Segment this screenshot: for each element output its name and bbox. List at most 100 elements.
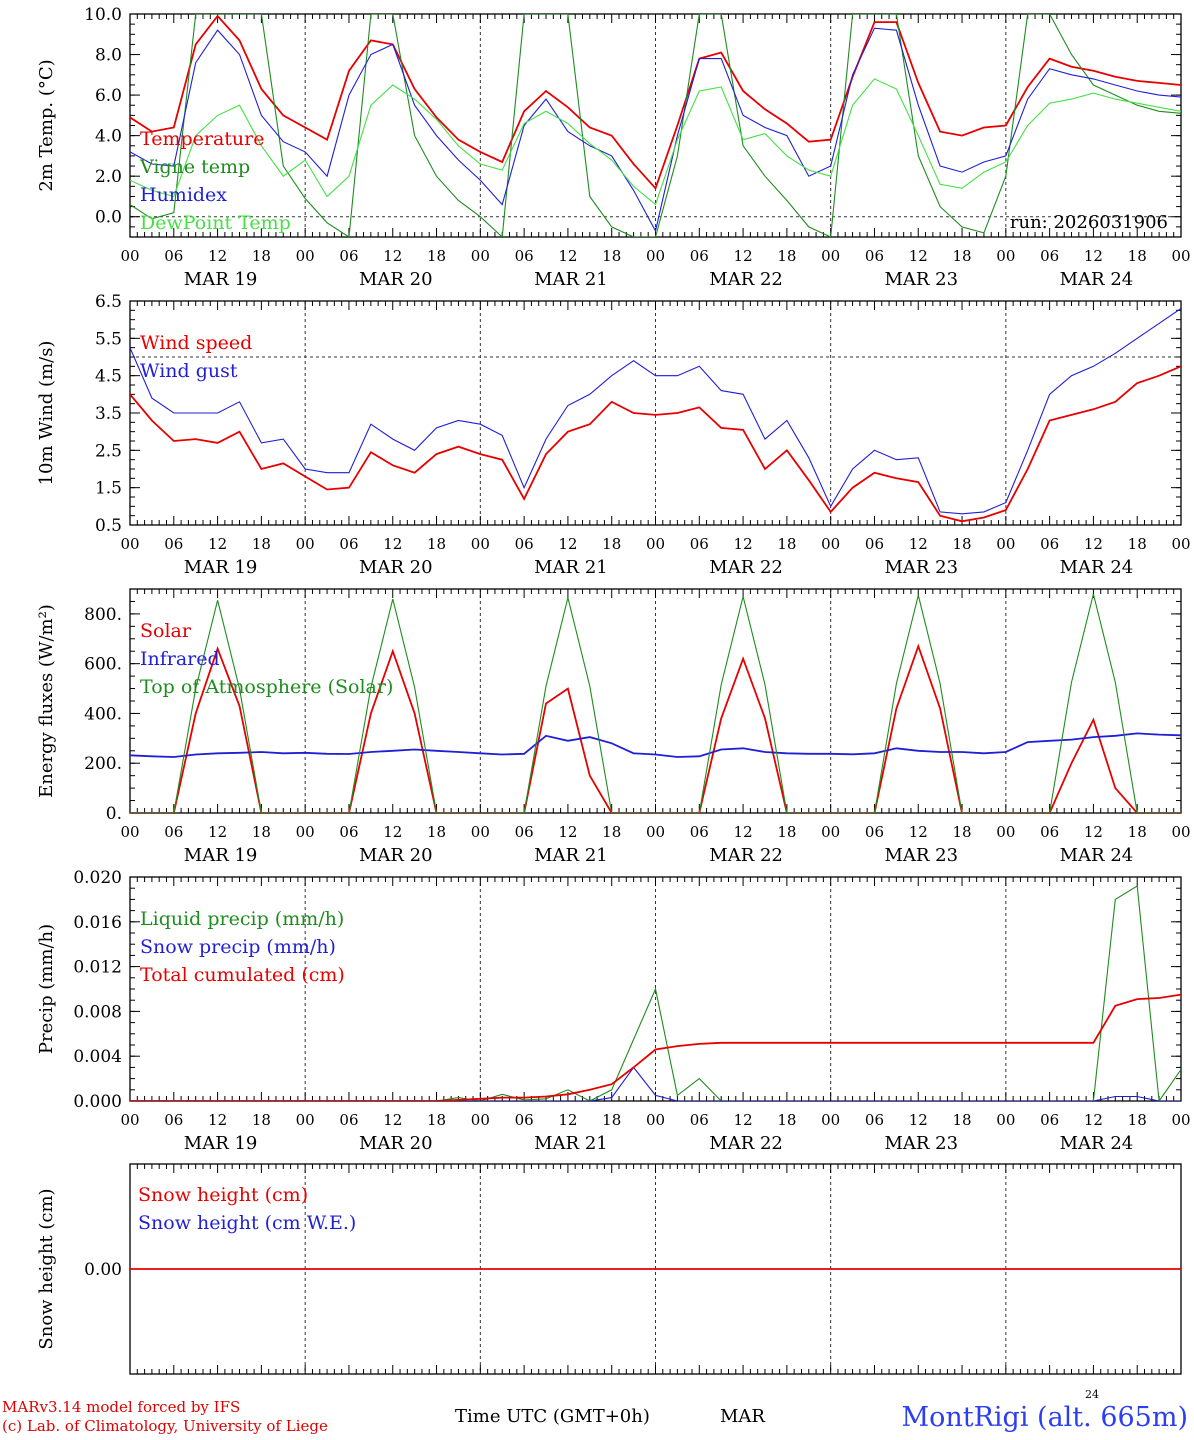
series-line <box>130 365 1181 523</box>
y-tick-label: 3.5 <box>95 404 122 424</box>
x-tick-label: 18 <box>952 247 971 265</box>
legend-entry: Solar <box>140 620 192 642</box>
x-tick-label: 00 <box>120 247 139 265</box>
x-tick-label: 12 <box>1084 1111 1103 1129</box>
day-label: MAR 20 <box>359 1133 433 1154</box>
x-tick-label: 06 <box>690 1111 709 1129</box>
x-tick-label: 18 <box>427 535 446 553</box>
panel-1: 10.0 8.0 6.0 4.0 2.0 0.0 2m Temp. (°C) 00 06 12 18… <box>36 5 1191 290</box>
series-line <box>130 78 1181 206</box>
x-tick-label: 18 <box>252 535 271 553</box>
day-label: MAR 19 <box>184 1133 258 1154</box>
x-tick-label: 00 <box>996 823 1015 841</box>
x-tick-label: 00 <box>296 247 315 265</box>
x-tick-label: 00 <box>471 247 490 265</box>
y-tick-label: 200. <box>84 754 122 774</box>
x-tick-label: 00 <box>471 823 490 841</box>
y-tick-label: 0.008 <box>73 1002 122 1022</box>
x-tick-label: 00 <box>1171 535 1190 553</box>
x-tick-label: 18 <box>952 1111 971 1129</box>
x-tick-label: 12 <box>1084 247 1103 265</box>
day-label: MAR 22 <box>709 269 783 290</box>
y-tick-label: 0. <box>106 804 122 824</box>
x-tick-label: 06 <box>164 1111 183 1129</box>
x-tick-label: 12 <box>909 1111 928 1129</box>
panel-4: 0.020 0.016 0.012 0.008 0.004 0.000 Precip (mm… <box>36 868 1191 1154</box>
series-line <box>130 27 1181 233</box>
x-tick-label: 18 <box>252 247 271 265</box>
x-tick-label: 06 <box>339 1111 358 1129</box>
x-tick-label: 00 <box>296 823 315 841</box>
x-tick-label: 12 <box>208 535 227 553</box>
x-tick-label: 18 <box>602 823 621 841</box>
series-group <box>130 14 1181 237</box>
x-tick-label: 12 <box>909 535 928 553</box>
legend-entry: Snow height (cm) <box>138 1184 308 1206</box>
x-tick-label: 00 <box>120 1111 139 1129</box>
x-tick-label: 06 <box>515 1111 534 1129</box>
x-tick-label: 12 <box>558 1111 577 1129</box>
x-tick-label: 18 <box>427 1111 446 1129</box>
x-tick-label: 12 <box>208 247 227 265</box>
x-tick-label: 00 <box>821 1111 840 1129</box>
x-tick-label: 12 <box>383 1111 402 1129</box>
day-label: MAR 20 <box>359 557 433 578</box>
series-line <box>130 993 1181 1101</box>
x-tick-label: 18 <box>952 823 971 841</box>
y-tick-label: 4.5 <box>95 367 122 387</box>
y-tick-label: 0.012 <box>73 958 122 978</box>
x-tick-label: 06 <box>515 247 534 265</box>
x-tick-label: 18 <box>1128 247 1147 265</box>
legend-entry: Humidex <box>140 184 227 206</box>
day-label: MAR 20 <box>359 845 433 866</box>
x-tick-label: 12 <box>1084 535 1103 553</box>
x-tick-label: 00 <box>296 535 315 553</box>
x-tick-label: 18 <box>952 535 971 553</box>
series-group <box>130 593 1181 813</box>
y-tick-label: 2.5 <box>95 441 122 461</box>
x-tick-label: 00 <box>821 247 840 265</box>
x-tick-label: 18 <box>777 1111 796 1129</box>
credit-line-1: MARv3.14 model forced by IFS <box>2 1398 241 1416</box>
x-tick-label: 06 <box>1040 247 1059 265</box>
y-tick-label: 600. <box>84 655 122 675</box>
x-tick-label: 00 <box>646 823 665 841</box>
legend-entry: Top of Atmosphere (Solar) <box>140 676 393 698</box>
legend-entry: Wind speed <box>140 332 252 354</box>
x-tick-label: 18 <box>1128 535 1147 553</box>
credit-line-2: (c) Lab. of Climatology, University of L… <box>2 1417 328 1435</box>
x-tick-label: 06 <box>1040 823 1059 841</box>
y-axis-label: Precip (mm/h) <box>36 924 57 1054</box>
x-tick-label: 18 <box>602 247 621 265</box>
x-tick-label: 06 <box>1040 1111 1059 1129</box>
y-tick-label: 4.0 <box>95 127 122 147</box>
legend-entry: Infrared <box>140 648 220 670</box>
x-tick-label: 12 <box>734 823 753 841</box>
y-tick-label: 5.5 <box>95 329 122 349</box>
x-tick-label: 06 <box>515 823 534 841</box>
day-label: MAR 24 <box>1060 557 1134 578</box>
series-line <box>130 14 1181 237</box>
day-label: MAR 19 <box>184 557 258 578</box>
x-tick-label: 06 <box>164 823 183 841</box>
x-tick-label: 06 <box>865 535 884 553</box>
x-tick-label: 00 <box>821 823 840 841</box>
plot-frame <box>129 300 1182 526</box>
series-line <box>130 308 1181 515</box>
x-tick-label: 00 <box>1171 247 1190 265</box>
panel-2: 6.5 5.5 4.5 3.5 2.5 1.5 0.5 10m Wind (m/s) 00 06 1… <box>36 292 1191 578</box>
x-tick-label: 06 <box>339 535 358 553</box>
x-tick-label: 00 <box>996 247 1015 265</box>
y-axis-label: Snow height (cm) <box>36 1188 57 1349</box>
y-tick-label: 400. <box>84 704 122 724</box>
x-tick-label: 00 <box>471 535 490 553</box>
day-label: MAR 21 <box>534 1133 608 1154</box>
y-tick-label: 1.5 <box>95 479 122 499</box>
y-tick-label: 0.016 <box>73 913 122 933</box>
x-tick-label: 12 <box>383 823 402 841</box>
legend-entry: Wind gust <box>140 360 238 382</box>
y-tick-label: 0.5 <box>95 516 122 536</box>
x-tick-label: 12 <box>558 535 577 553</box>
x-tick-label: 00 <box>646 1111 665 1129</box>
footer-month: MAR <box>720 1406 765 1427</box>
